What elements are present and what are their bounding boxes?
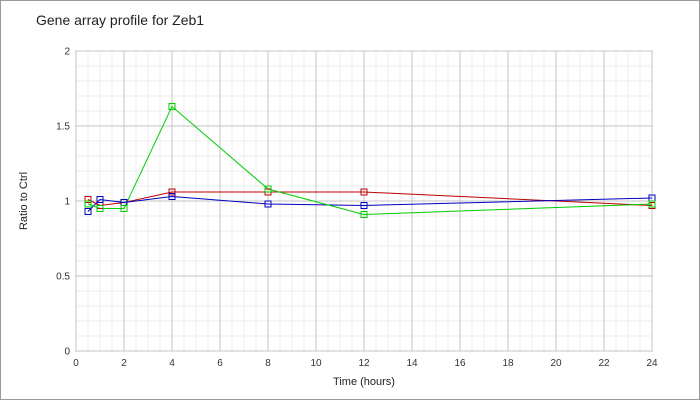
series-2-marker	[360, 202, 368, 209]
series-3-marker	[84, 200, 92, 208]
y-tick-label: 1	[64, 197, 70, 208]
x-tick-label: 2	[121, 358, 127, 369]
x-tick-label: 24	[646, 358, 658, 369]
series-layer	[84, 103, 656, 218]
x-tick-label: 22	[598, 358, 610, 369]
x-axis-label: Time (hours)	[333, 376, 395, 388]
x-tick-label: 12	[358, 358, 370, 369]
series-2-marker	[96, 196, 104, 203]
x-tick-label: 16	[454, 358, 466, 369]
series-1-marker	[360, 188, 368, 196]
series-3-marker	[360, 211, 368, 218]
x-tick-label: 20	[550, 358, 562, 369]
x-tick-label: 4	[169, 358, 175, 369]
series-2-marker	[84, 208, 92, 215]
y-tick-label: 0	[64, 347, 70, 358]
x-tick-label: 10	[310, 358, 322, 369]
x-tick-label: 8	[265, 358, 271, 369]
y-tick-labels: 0 0.5 1 1.5 2	[56, 47, 70, 358]
series-3-marker	[264, 185, 272, 193]
series-3-marker	[648, 200, 656, 208]
x-tick-labels: 0 2 4 6 8 10 12 14 16 18 20 22 24	[73, 358, 658, 369]
series-1-marker	[168, 188, 176, 196]
y-tick-label: 1.5	[56, 122, 70, 133]
series-line-2	[87, 195, 653, 212]
series-3-marker	[168, 103, 176, 110]
x-tick-label: 18	[502, 358, 514, 369]
x-tick-label: 0	[73, 358, 79, 369]
series-3-marker	[120, 205, 128, 212]
y-axis-label: Ratio to Ctrl	[18, 172, 30, 230]
chart-title: Gene array profile for Zeb1	[36, 12, 205, 28]
y-tick-label: 0.5	[56, 272, 70, 283]
y-tick-label: 2	[64, 47, 70, 58]
x-tick-label: 6	[217, 358, 223, 369]
series-2-marker	[168, 193, 176, 200]
x-tick-label: 14	[406, 358, 418, 369]
series-2-marker	[264, 200, 272, 208]
series-3-marker	[96, 205, 104, 212]
series-1-marker	[84, 196, 92, 203]
